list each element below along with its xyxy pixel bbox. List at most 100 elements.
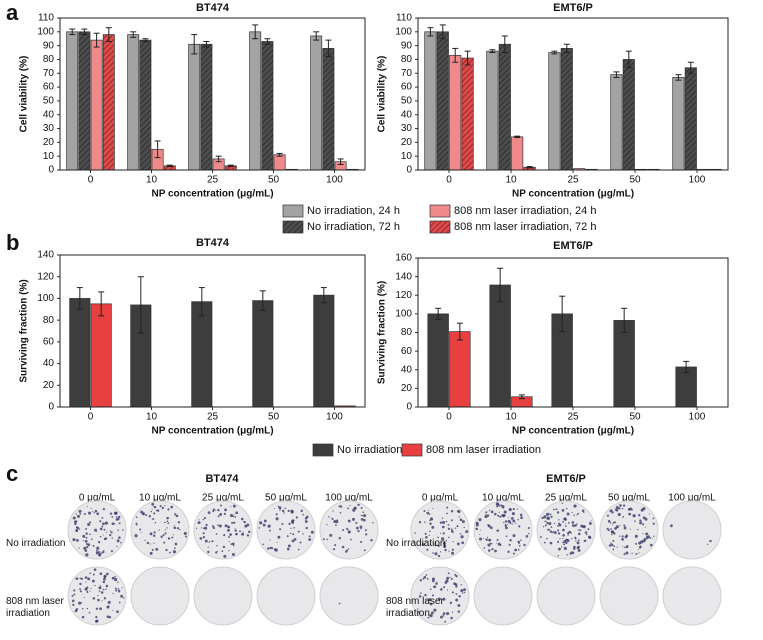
colony: [457, 509, 461, 514]
colony: [164, 529, 166, 531]
colony: [102, 522, 105, 526]
colony: [618, 535, 621, 537]
bar: [449, 54, 462, 171]
colony: [518, 544, 521, 547]
colony: [463, 526, 465, 529]
colony: [207, 550, 210, 554]
colony: [575, 540, 577, 542]
colony: [106, 615, 110, 619]
colony: [223, 512, 226, 515]
colony: [338, 536, 341, 540]
y-tick-label: 110: [396, 13, 412, 24]
colony: [114, 587, 117, 590]
colony: [613, 521, 615, 524]
colony: [101, 525, 104, 528]
colony: [542, 526, 545, 528]
legend-label: 808 nm laser irradiation, 72 h: [454, 221, 596, 233]
colony: [494, 512, 497, 516]
colony: [625, 551, 629, 555]
colony: [267, 526, 269, 528]
colony: [434, 544, 437, 547]
dish: [536, 500, 596, 560]
colony: [486, 514, 490, 517]
colony: [332, 510, 334, 512]
error-bar: [427, 27, 434, 37]
colony: [583, 526, 585, 528]
colony: [458, 516, 460, 518]
colony: [562, 541, 564, 544]
colony: [153, 531, 156, 534]
colony: [339, 505, 343, 508]
colony: [95, 619, 98, 623]
colony: [456, 542, 460, 546]
colony: [621, 535, 624, 538]
colony: [439, 521, 443, 524]
error-bar: [551, 50, 558, 55]
colony: [117, 529, 119, 531]
colony: [102, 580, 106, 584]
colony: [449, 601, 453, 605]
colony: [239, 530, 241, 533]
colony: [485, 538, 487, 540]
colony: [562, 528, 565, 532]
colony: [89, 521, 92, 524]
colony: [118, 591, 120, 593]
colony: [75, 529, 78, 532]
y-tick-label: 80: [401, 327, 413, 338]
colony: [623, 524, 626, 527]
colony: [357, 530, 360, 533]
y-tick-label: 80: [43, 54, 55, 65]
colony: [281, 509, 285, 513]
colony: [435, 582, 438, 585]
colony: [638, 514, 641, 517]
x-axis-label: NP concentration (μg/mL): [512, 426, 634, 437]
colony: [208, 541, 211, 543]
dish: [473, 566, 533, 626]
colony: [140, 510, 144, 514]
colony: [169, 551, 171, 554]
colony: [442, 541, 446, 546]
colony: [283, 512, 285, 514]
colony: [442, 532, 445, 535]
column-label: 10 μg/mL: [139, 493, 181, 504]
bar: [613, 320, 635, 408]
colony: [118, 536, 121, 539]
colony: [512, 519, 516, 523]
colony: [463, 591, 466, 594]
error-bar: [198, 287, 205, 317]
dish: [193, 500, 253, 560]
error-bar: [625, 50, 632, 69]
colony: [240, 517, 244, 521]
y-tick-label: 20: [43, 137, 55, 148]
x-axis-label: NP concentration (μg/mL): [512, 189, 634, 200]
colony: [202, 518, 205, 521]
colony: [217, 515, 220, 518]
colony: [139, 528, 142, 531]
colony: [231, 521, 234, 524]
bar: [310, 35, 323, 171]
colony: [439, 551, 442, 553]
colony: [512, 523, 514, 525]
colony: [212, 510, 215, 513]
colony: [156, 509, 160, 512]
colony: [557, 540, 560, 543]
colony: [218, 524, 222, 528]
colony: [440, 615, 443, 619]
colony: [517, 548, 520, 551]
error-bar: [320, 287, 327, 304]
colony: [97, 550, 100, 553]
colony: [152, 534, 156, 537]
dish: [256, 500, 316, 560]
colony: [454, 527, 457, 529]
colony: [618, 507, 621, 510]
colony: [501, 514, 504, 517]
colony: [623, 553, 626, 556]
colony: [364, 529, 367, 532]
colony: [151, 518, 154, 520]
colony: [112, 609, 114, 611]
colony: [455, 598, 459, 602]
y-tick-label: 0: [48, 402, 54, 413]
colony: [87, 522, 91, 526]
colony: [652, 522, 655, 525]
